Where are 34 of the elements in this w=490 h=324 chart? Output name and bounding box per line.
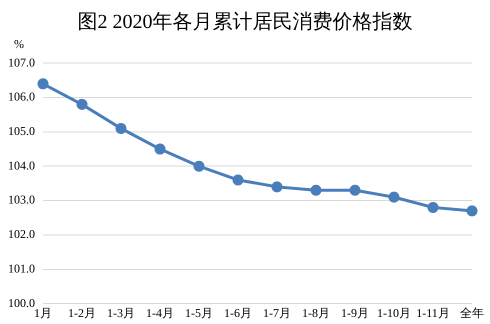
x-tick-label: 1-11月	[416, 306, 450, 320]
x-tick-label: 1-5月	[185, 306, 213, 320]
point	[116, 122, 126, 134]
chart-title: 图2 2020年各月累计居民消费价格指数	[76, 10, 414, 35]
y-tick-label: 103.0	[8, 192, 35, 207]
x-tick-label: 1-2月	[68, 306, 96, 320]
y-tick-label: 105.0	[8, 124, 35, 138]
x-tick-label: 1-6月	[224, 306, 252, 320]
x-tick-label: 1-10月	[377, 306, 411, 320]
x-tick-label: 全年	[460, 306, 484, 320]
y-axis-title: %	[14, 37, 24, 52]
point	[38, 78, 48, 90]
point	[76, 98, 88, 110]
y-tick-label: 101.0	[8, 261, 35, 276]
point	[194, 160, 204, 172]
x-tick-label: 1-3月	[107, 306, 135, 320]
x-tick-label: 1-8月	[302, 306, 330, 320]
y-tick-label: 106.0	[8, 90, 35, 104]
point	[154, 144, 166, 155]
point	[350, 184, 360, 196]
x-tick-label: 1月	[34, 306, 52, 320]
x-tick-label: 1-9月	[341, 306, 369, 320]
point	[272, 181, 282, 192]
point	[310, 184, 322, 196]
y-tick-label: 107.0	[8, 55, 35, 70]
point	[428, 202, 438, 213]
point	[388, 192, 400, 203]
y-tick-label: 102.0	[8, 227, 35, 242]
y-tick-label: 104.0	[8, 158, 35, 172]
y-tick-label: 100.0	[8, 296, 35, 310]
point	[466, 205, 478, 216]
x-tick-label: 1-7月	[263, 306, 291, 320]
point	[232, 174, 244, 186]
x-tick-label: 1-4月	[146, 306, 174, 320]
